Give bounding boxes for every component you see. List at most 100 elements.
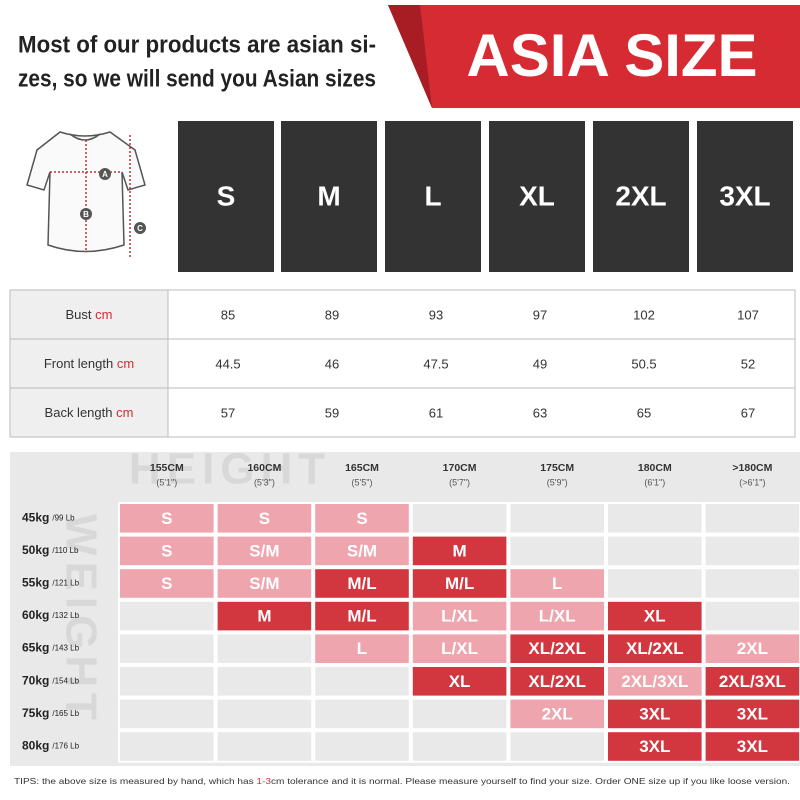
weight-lb: /143 Lb [52,644,79,653]
fit-size: L/XL [441,607,478,626]
fit-size: M/L [347,574,376,593]
grid-cell [118,599,216,633]
row-cell [167,338,796,389]
fit-size: L [552,574,562,593]
fit-size: M [453,541,467,560]
weight-lb: /165 Lb [52,709,79,718]
grid-cell [215,632,314,666]
fit-size: 3XL [639,704,670,723]
fit-size: XL [644,607,666,626]
measure-value: 89 [325,307,339,322]
grid-cell [703,599,800,633]
grid-cell [508,567,606,600]
grid-cell [606,599,704,633]
row-unit: cm [116,405,133,420]
diagram-label: C [137,224,143,233]
size-label: 2XL [615,180,666,211]
row-unit: cm [117,356,134,371]
row-label-text: Back length [45,405,113,420]
height-cm: 180CM [638,462,672,474]
weight-label: 55kg/121 Lb [22,576,80,590]
grid-cell [215,567,314,600]
row-label-text: Front length [44,356,113,371]
tips-part: 1-3 [256,776,271,786]
grid-cell [703,502,800,535]
fit-size: L [357,639,367,658]
grid-cell [118,567,216,600]
weight-label: 65kg/143 Lb [22,641,80,655]
grid-cell [508,632,606,666]
grid-cell [606,534,704,568]
measure-value: 61 [429,405,443,420]
measure-value: 65 [637,405,651,420]
fit-size: S/M [249,541,279,560]
height-cm: 165CM [345,462,379,474]
measure-value: 67 [741,405,755,420]
fit-size: 2XL [542,704,573,723]
row-cell [167,289,796,340]
weight-label: 50kg/110 Lb [22,543,79,557]
size-header [697,121,793,272]
header-note: Most of our products are asian si- [18,31,376,58]
fit-size: L/XL [441,639,478,658]
measure-value: 44.5 [215,356,240,371]
grid-cell [215,665,314,698]
grid-cell [606,632,704,666]
weight-lb: /99 Lb [52,513,75,522]
height-cm: 170CM [443,462,477,474]
fit-size: M [257,607,271,626]
size-header [281,121,377,272]
grid-cell [703,567,800,600]
size-header [593,121,689,272]
grid-cell [215,534,314,568]
row-unit: cm [95,307,112,322]
grid-cell [508,599,606,633]
measure-value: 57 [221,405,235,420]
measure-value: 52 [741,356,755,371]
fit-size: S [259,509,270,528]
weight-lb: /121 Lb [52,579,79,588]
fit-size: L/XL [539,607,576,626]
size-label: S [217,180,236,211]
fit-size: S/M [347,541,377,560]
size-label: XL [519,180,555,211]
weight-label: 70kg/154 Lb [22,673,80,687]
grid-cell [508,697,606,731]
measure-value: 46 [325,356,339,371]
grid-cell [508,502,606,535]
grid-cell [410,567,509,600]
weight-kg: 65kg [22,641,49,655]
grid-cell [118,502,216,535]
height-cm: 160CM [247,462,281,474]
measure-value: 107 [737,307,759,322]
grid-cell [215,599,314,633]
height-cm: 155CM [150,462,184,474]
grid-cell [703,665,800,698]
fit-size: 2XL/3XL [621,672,688,691]
grid-cell [215,502,314,535]
shirt-illustration [26,131,146,258]
weight-lb: /110 Lb [52,546,79,555]
measure-value: 59 [325,405,339,420]
weight-kg: 50kg [22,543,49,557]
size-label: M [317,180,340,211]
grid-cell [606,567,704,600]
fit-size: 3XL [737,737,768,756]
fit-size: 3XL [737,704,768,723]
measure-value: 63 [533,405,547,420]
tips-part: TIPS: the above size is measured by hand… [14,776,256,786]
grid-cell [313,632,411,666]
grid-cell [313,697,411,731]
grid-cell [410,502,509,535]
size-header [489,121,585,272]
grid-cell [606,697,704,731]
weight-kg: 55kg [22,576,49,590]
weight-kg: 70kg [22,673,49,687]
grid-cell [410,697,509,731]
height-ft: (5'1") [156,477,177,487]
measure-value: 49 [533,356,547,371]
grid-cell [606,502,704,535]
grid-cell [410,632,509,666]
height-ft: (5'9") [547,477,568,487]
row-label-cell [9,338,169,389]
